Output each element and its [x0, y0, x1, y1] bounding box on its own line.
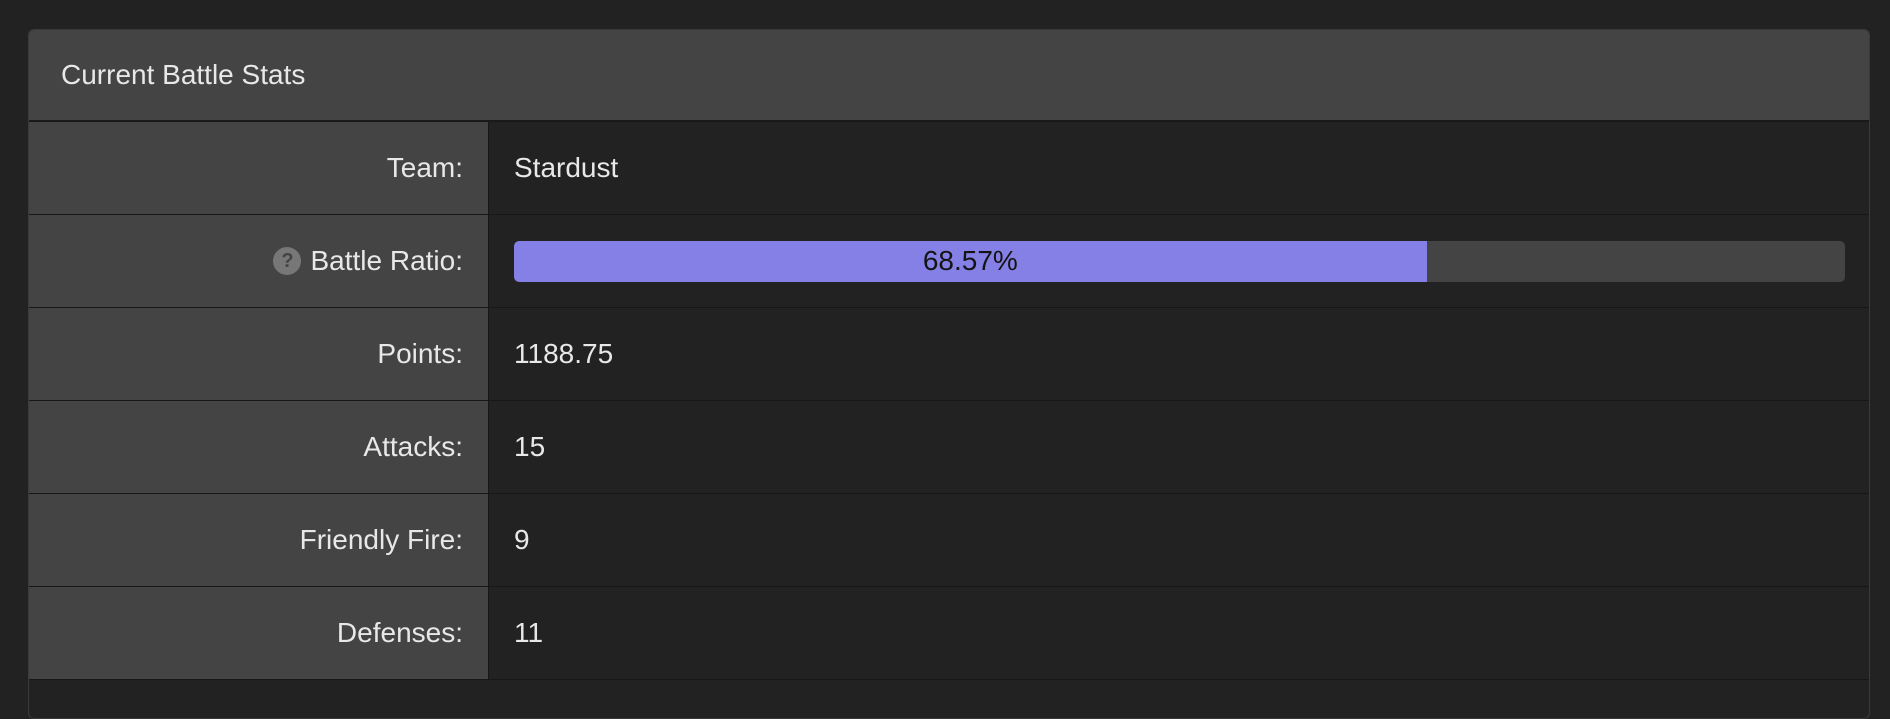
stat-value-team: Stardust: [489, 122, 1869, 214]
stat-label-friendly-fire: Friendly Fire:: [29, 494, 489, 586]
battle-ratio-value: 68.57%: [922, 245, 1018, 276]
battle-ratio-progress-fill: 68.57%: [514, 240, 1427, 282]
panel-header: Current Battle Stats: [29, 30, 1869, 122]
stat-row-battle-ratio: ? Battle Ratio: 68.57%: [29, 215, 1869, 308]
stat-label-team: Team:: [29, 122, 489, 214]
stat-label-defenses: Defenses:: [29, 587, 489, 679]
question-circle-icon[interactable]: ?: [273, 247, 302, 275]
panel-title: Current Battle Stats: [61, 59, 306, 90]
stat-value-battle-ratio: 68.57%: [489, 215, 1869, 307]
team-value: Stardust: [514, 152, 619, 183]
defenses-label: Defenses:: [336, 617, 463, 648]
stat-value-friendly-fire: 9: [489, 494, 1869, 586]
attacks-value: 15: [514, 431, 546, 462]
battle-stats-panel: Current Battle Stats Team: Stardust ? Ba…: [28, 29, 1870, 719]
points-label: Points:: [377, 338, 463, 369]
stat-row-points: Points: 1188.75: [29, 308, 1869, 401]
points-value: 1188.75: [514, 338, 614, 369]
stat-label-attacks: Attacks:: [29, 401, 489, 493]
stat-label-battle-ratio: ? Battle Ratio:: [29, 215, 489, 307]
friendly-fire-value: 9: [514, 524, 530, 555]
stat-value-attacks: 15: [489, 401, 1869, 493]
stat-value-defenses: 11: [489, 587, 1869, 679]
attacks-label: Attacks:: [363, 431, 463, 462]
battle-ratio-label: Battle Ratio:: [310, 245, 463, 276]
stat-value-points: 1188.75: [489, 308, 1869, 400]
stat-row-team: Team: Stardust: [29, 122, 1869, 215]
defenses-value: 11: [514, 617, 544, 648]
team-label: Team:: [386, 152, 463, 183]
battle-ratio-progress-bar: 68.57%: [514, 240, 1845, 282]
stat-row-defenses: Defenses: 11: [29, 587, 1869, 680]
friendly-fire-label: Friendly Fire:: [299, 524, 463, 555]
stat-row-attacks: Attacks: 15: [29, 401, 1869, 494]
stat-row-friendly-fire: Friendly Fire: 9: [29, 494, 1869, 587]
stat-label-points: Points:: [29, 308, 489, 400]
